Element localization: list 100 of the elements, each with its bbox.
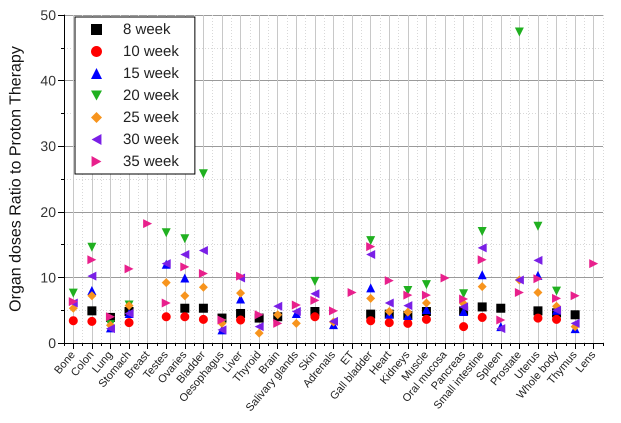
point	[310, 276, 320, 286]
point	[198, 169, 208, 178]
point	[384, 298, 394, 308]
point	[478, 270, 487, 280]
point	[384, 318, 394, 328]
point	[310, 312, 320, 322]
point	[459, 322, 468, 332]
point	[533, 274, 542, 284]
legend-label: 20 week	[123, 87, 180, 104]
point	[366, 236, 376, 246]
point	[478, 226, 487, 236]
point	[552, 314, 562, 324]
point	[180, 274, 190, 283]
point	[329, 306, 338, 316]
point	[180, 234, 190, 244]
point	[403, 290, 412, 300]
point	[162, 312, 171, 322]
point	[459, 302, 468, 312]
point	[236, 288, 246, 298]
point	[180, 291, 190, 300]
point	[384, 307, 394, 316]
point	[180, 304, 190, 313]
point	[496, 316, 506, 325]
point	[589, 259, 598, 268]
legend-label: 15 week	[123, 65, 180, 82]
point	[124, 264, 134, 274]
y-tick-label: 40	[40, 72, 56, 89]
point	[292, 318, 301, 328]
point	[162, 228, 171, 238]
point	[273, 302, 282, 311]
point	[87, 255, 96, 264]
y-tick-label: 10	[40, 269, 56, 286]
point	[162, 278, 171, 288]
point	[198, 314, 208, 324]
point	[68, 288, 78, 298]
y-tick-label: 50	[40, 7, 56, 23]
y-tick-label: 20	[40, 204, 56, 220]
point	[514, 28, 524, 37]
point	[366, 316, 376, 326]
point	[87, 316, 96, 326]
legend-label: 35 week	[123, 153, 180, 170]
point	[478, 255, 487, 264]
point	[68, 316, 78, 326]
point	[459, 294, 468, 304]
point	[68, 304, 78, 313]
point	[478, 312, 487, 322]
point	[198, 282, 208, 292]
point	[496, 304, 506, 313]
point	[180, 312, 190, 322]
point	[124, 318, 134, 328]
legend-label: 30 week	[123, 131, 180, 148]
point	[552, 294, 562, 303]
point	[366, 294, 376, 303]
y-axis-title: Organ doses Ratio to Proton Therapy	[8, 46, 24, 312]
point	[366, 250, 376, 259]
point	[236, 316, 246, 325]
point	[478, 282, 487, 292]
point	[254, 322, 264, 332]
point	[422, 314, 431, 324]
point	[198, 268, 208, 278]
point	[310, 289, 320, 298]
point	[87, 272, 96, 281]
y-tick-label: 0	[48, 335, 56, 351]
point	[348, 288, 357, 297]
point	[533, 222, 542, 231]
legend-label: 25 week	[123, 109, 180, 126]
point	[162, 298, 171, 308]
point	[198, 246, 208, 256]
point	[514, 288, 524, 297]
point	[478, 302, 487, 312]
point	[273, 318, 282, 328]
point	[366, 242, 376, 252]
point	[478, 243, 487, 252]
point	[384, 276, 394, 286]
point	[533, 314, 542, 323]
point	[143, 219, 152, 228]
legend-label: 8 week	[123, 21, 172, 38]
point	[459, 289, 468, 298]
point	[180, 262, 190, 272]
point	[422, 280, 431, 290]
point	[570, 318, 580, 328]
point	[198, 304, 208, 313]
point	[310, 296, 320, 305]
point	[87, 291, 96, 300]
point	[533, 288, 542, 297]
y-tick-label: 30	[40, 138, 56, 154]
point	[254, 310, 264, 320]
point	[403, 301, 412, 310]
point	[440, 274, 450, 283]
point	[552, 286, 562, 296]
point	[87, 306, 96, 316]
point	[403, 308, 412, 317]
point	[570, 291, 580, 300]
point	[366, 283, 376, 292]
legend-label: 10 week	[123, 43, 180, 60]
point	[533, 256, 542, 265]
point	[422, 290, 431, 300]
point	[254, 328, 264, 338]
point	[570, 310, 580, 320]
point	[180, 250, 190, 259]
